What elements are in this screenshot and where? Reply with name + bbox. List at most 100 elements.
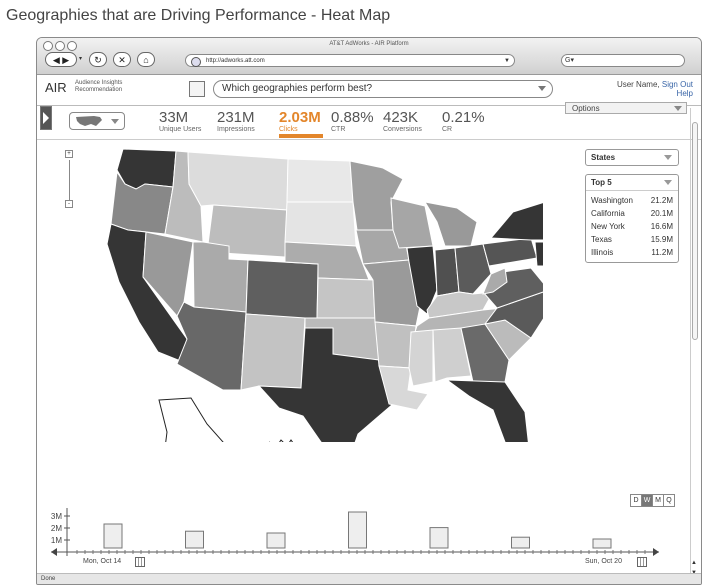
top5-panel: Top 5 Washington 21.2M California 20.1M Ne… bbox=[585, 174, 679, 263]
browser-search-field[interactable]: G▾ bbox=[561, 54, 685, 67]
list-item[interactable]: Washington 21.2M bbox=[586, 194, 678, 207]
list-item[interactable]: Illinois 11.2M bbox=[586, 246, 678, 259]
metric-ctr[interactable]: 0.88% CTR bbox=[331, 109, 374, 134]
state-ohio bbox=[454, 243, 492, 295]
chevron-down-icon bbox=[674, 106, 682, 111]
state-west-virginia bbox=[482, 267, 508, 295]
state-michigan bbox=[423, 201, 478, 247]
timeline-bar bbox=[348, 511, 367, 549]
forward-icon[interactable]: ▶ bbox=[62, 55, 70, 65]
state-value: 16.6M bbox=[650, 222, 673, 231]
top5-header[interactable]: Top 5 bbox=[586, 175, 678, 191]
app-logo-subtitle: Audience Insights Recommendation bbox=[75, 80, 122, 94]
metric-value: 0.21% bbox=[442, 109, 485, 126]
close-window-icon[interactable] bbox=[43, 41, 53, 51]
range-quarter-button[interactable]: Q bbox=[663, 494, 675, 507]
timeline-chart[interactable]: 3M 2M 1M bbox=[37, 502, 667, 582]
list-item[interactable]: Texas 15.9M bbox=[586, 233, 678, 246]
zoom-out-button[interactable]: - bbox=[65, 200, 73, 208]
state-new-jersey bbox=[534, 241, 543, 267]
url-field[interactable]: http://adworks.att.com ▼ bbox=[185, 54, 515, 67]
timeline-bar bbox=[429, 527, 449, 549]
zoom-window-icon[interactable] bbox=[67, 41, 77, 51]
back-forward-buttons[interactable]: ◀ ▶ bbox=[45, 52, 77, 67]
state-name: Texas bbox=[591, 235, 612, 244]
top5-title: Top 5 bbox=[591, 178, 612, 187]
metric-value: 0.88% bbox=[331, 109, 374, 126]
stop-button[interactable]: ✕ bbox=[113, 52, 131, 67]
help-link[interactable]: Help bbox=[676, 89, 693, 98]
scrollbar-thumb[interactable] bbox=[692, 122, 698, 340]
history-dropdown-icon[interactable]: ▾ bbox=[79, 56, 83, 62]
stop-icon: ✕ bbox=[118, 55, 126, 65]
state-alabama bbox=[432, 327, 472, 383]
state-north-carolina bbox=[483, 291, 543, 339]
browser-titlebar: AT&T AdWorks - AIR Platform ◀ ▶ ▾ ↻ ✕ ⌂ … bbox=[37, 38, 701, 75]
app-logo: AIR bbox=[45, 80, 67, 95]
chevron-down-icon bbox=[111, 119, 119, 124]
timeline-bar bbox=[266, 532, 286, 549]
state-washington bbox=[116, 148, 177, 190]
list-item[interactable]: New York 16.6M bbox=[586, 220, 678, 233]
logo-sub-line2: Recommendation bbox=[75, 87, 123, 93]
scroll-up-icon[interactable]: ▲ bbox=[691, 560, 697, 566]
metric-value: 2.03M bbox=[279, 109, 321, 126]
sign-out-link[interactable]: Sign Out bbox=[661, 80, 693, 89]
timeline-start-date: Mon, Oct 14 bbox=[83, 558, 122, 565]
list-item[interactable]: California 20.1M bbox=[586, 207, 678, 220]
logo-sub-line1: Audience Insights bbox=[75, 80, 123, 86]
state-kansas bbox=[316, 277, 376, 319]
calendar-icon[interactable] bbox=[135, 557, 145, 567]
window-title: AT&T AdWorks - AIR Platform bbox=[329, 41, 409, 47]
timeline-end-date: Sun, Oct 20 bbox=[585, 558, 622, 565]
minimize-window-icon[interactable] bbox=[55, 41, 65, 51]
query-dropdown[interactable]: Which geographies perform best? bbox=[213, 80, 553, 98]
top5-list: Washington 21.2M California 20.1M New York… bbox=[586, 191, 678, 262]
state-name: New York bbox=[591, 222, 625, 231]
url-dropdown-icon[interactable]: ▼ bbox=[504, 58, 510, 64]
metric-impressions[interactable]: 231M Impressions bbox=[217, 109, 255, 134]
us-heat-map[interactable] bbox=[73, 142, 543, 442]
reload-button[interactable]: ↻ bbox=[89, 52, 107, 67]
back-icon[interactable]: ◀ bbox=[52, 55, 60, 65]
timeline-y-tick-label: 2M bbox=[51, 524, 62, 533]
zoom-in-label: + bbox=[67, 151, 71, 157]
map-zoom-control[interactable]: + - bbox=[63, 150, 79, 210]
geo-select-header: States bbox=[586, 150, 678, 165]
state-montana bbox=[187, 151, 289, 211]
metric-conversions[interactable]: 423K Conversions bbox=[383, 109, 422, 134]
panel-toggle-tab[interactable] bbox=[40, 106, 52, 130]
metric-value: 33M bbox=[159, 109, 189, 126]
search-engine-icon[interactable]: G▾ bbox=[565, 57, 574, 64]
state-value: 15.9M bbox=[650, 235, 673, 244]
state-colorado bbox=[245, 259, 319, 321]
state-mississippi bbox=[408, 329, 434, 387]
state-hawaii bbox=[269, 439, 294, 442]
status-bar: Done bbox=[37, 573, 701, 584]
zoom-in-button[interactable]: + bbox=[65, 150, 73, 158]
home-button[interactable]: ⌂ bbox=[137, 52, 155, 67]
state-arizona bbox=[176, 301, 247, 391]
url-text: http://adworks.att.com bbox=[206, 58, 265, 64]
options-dropdown[interactable]: Options bbox=[565, 102, 687, 114]
state-value: 20.1M bbox=[650, 209, 673, 218]
metric-unique-users[interactable]: 33M Unique Users bbox=[159, 109, 201, 134]
geo-select-label: States bbox=[591, 153, 616, 162]
timeline-bar bbox=[185, 530, 204, 549]
query-toggle-button[interactable] bbox=[189, 81, 205, 97]
timeline-bar bbox=[103, 523, 123, 549]
timeline-right-arrow-icon bbox=[653, 548, 659, 556]
vertical-scrollbar[interactable]: ▲ ▼ bbox=[690, 108, 699, 578]
state-north-dakota bbox=[286, 158, 354, 203]
calendar-icon[interactable] bbox=[637, 557, 647, 567]
metric-value: 231M bbox=[217, 109, 255, 126]
metrics-divider bbox=[37, 139, 701, 140]
map-view-select[interactable] bbox=[69, 112, 125, 130]
metric-clicks[interactable]: 2.03M Clicks bbox=[279, 110, 323, 138]
metric-cr[interactable]: 0.21% CR bbox=[442, 109, 485, 134]
state-name: Illinois bbox=[591, 248, 614, 257]
zoom-out-label: - bbox=[68, 201, 70, 207]
zoom-slider-track[interactable] bbox=[69, 160, 70, 200]
metric-value: 423K bbox=[383, 109, 419, 126]
geography-type-select[interactable]: States bbox=[585, 149, 679, 166]
